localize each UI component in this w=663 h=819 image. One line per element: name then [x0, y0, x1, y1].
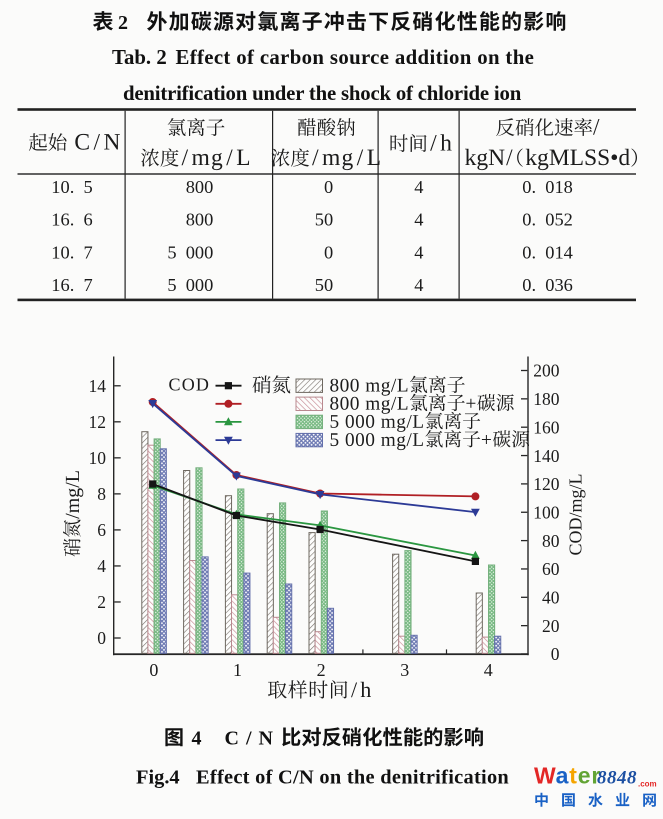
- svg-text:40: 40: [542, 588, 560, 608]
- svg-text:Tab. 2: Tab. 2: [112, 46, 167, 69]
- svg-text:0: 0: [551, 644, 560, 664]
- svg-text:Water: Water: [534, 763, 601, 789]
- svg-text:50: 50: [315, 210, 333, 230]
- svg-text:100: 100: [533, 502, 560, 522]
- svg-text:Fig.4: Fig.4: [136, 767, 180, 789]
- svg-text:5 000: 5 000: [167, 243, 213, 263]
- svg-text:0: 0: [97, 628, 106, 648]
- svg-text:3: 3: [400, 660, 409, 680]
- svg-text:800: 800: [186, 177, 214, 197]
- svg-text:Effect of C/N on the denitrifi: Effect of C/N on the denitrification: [196, 767, 509, 789]
- svg-text:8: 8: [97, 484, 106, 504]
- svg-text:12: 12: [89, 412, 107, 432]
- svg-text:20: 20: [542, 616, 560, 636]
- svg-text:0: 0: [149, 660, 158, 680]
- svg-text:6: 6: [97, 520, 106, 540]
- svg-text:80: 80: [542, 531, 560, 551]
- svg-text:2: 2: [317, 660, 326, 680]
- svg-text:denitrification under the shoc: denitrification under the shock of chlor…: [123, 82, 522, 105]
- svg-text:C/N: C/N: [225, 728, 280, 750]
- svg-text:COD: COD: [169, 375, 211, 395]
- svg-text:4: 4: [414, 210, 423, 230]
- svg-text:2: 2: [118, 12, 128, 34]
- svg-text:120: 120: [533, 474, 560, 494]
- svg-text:4: 4: [192, 728, 202, 750]
- svg-text:Effect of carbon source additi: Effect of carbon source addition on the: [176, 46, 535, 69]
- svg-text:4: 4: [414, 275, 423, 295]
- svg-text:0: 0: [324, 243, 333, 263]
- svg-text:4: 4: [414, 177, 423, 197]
- svg-text:160: 160: [533, 417, 560, 437]
- svg-text:0. 018: 0. 018: [522, 177, 573, 197]
- svg-text:8848: 8848: [597, 768, 637, 789]
- svg-text:.com: .com: [638, 780, 657, 789]
- svg-text:60: 60: [542, 559, 560, 579]
- svg-text:0: 0: [324, 177, 333, 197]
- svg-text:140: 140: [533, 446, 560, 466]
- svg-text:180: 180: [533, 389, 560, 409]
- svg-text:800: 800: [186, 210, 214, 230]
- svg-text:4: 4: [97, 556, 106, 576]
- svg-text:0. 036: 0. 036: [522, 275, 573, 295]
- svg-text:10. 5: 10. 5: [51, 177, 92, 197]
- svg-text:16. 7: 16. 7: [51, 275, 92, 295]
- svg-text:50: 50: [315, 275, 333, 295]
- svg-text:0. 052: 0. 052: [522, 210, 573, 230]
- svg-text:1: 1: [233, 660, 242, 680]
- svg-text:5 000: 5 000: [167, 275, 213, 295]
- svg-text:2: 2: [97, 592, 106, 612]
- svg-text:4: 4: [484, 660, 493, 680]
- svg-text:16. 6: 16. 6: [51, 210, 92, 230]
- svg-text:10. 7: 10. 7: [51, 243, 92, 263]
- svg-text:10: 10: [89, 448, 107, 468]
- svg-text:4: 4: [414, 243, 423, 263]
- svg-text:14: 14: [89, 376, 107, 396]
- svg-text:0. 014: 0. 014: [522, 243, 573, 263]
- svg-text:COD/mg/L: COD/mg/L: [566, 473, 586, 555]
- svg-text:200: 200: [533, 361, 560, 381]
